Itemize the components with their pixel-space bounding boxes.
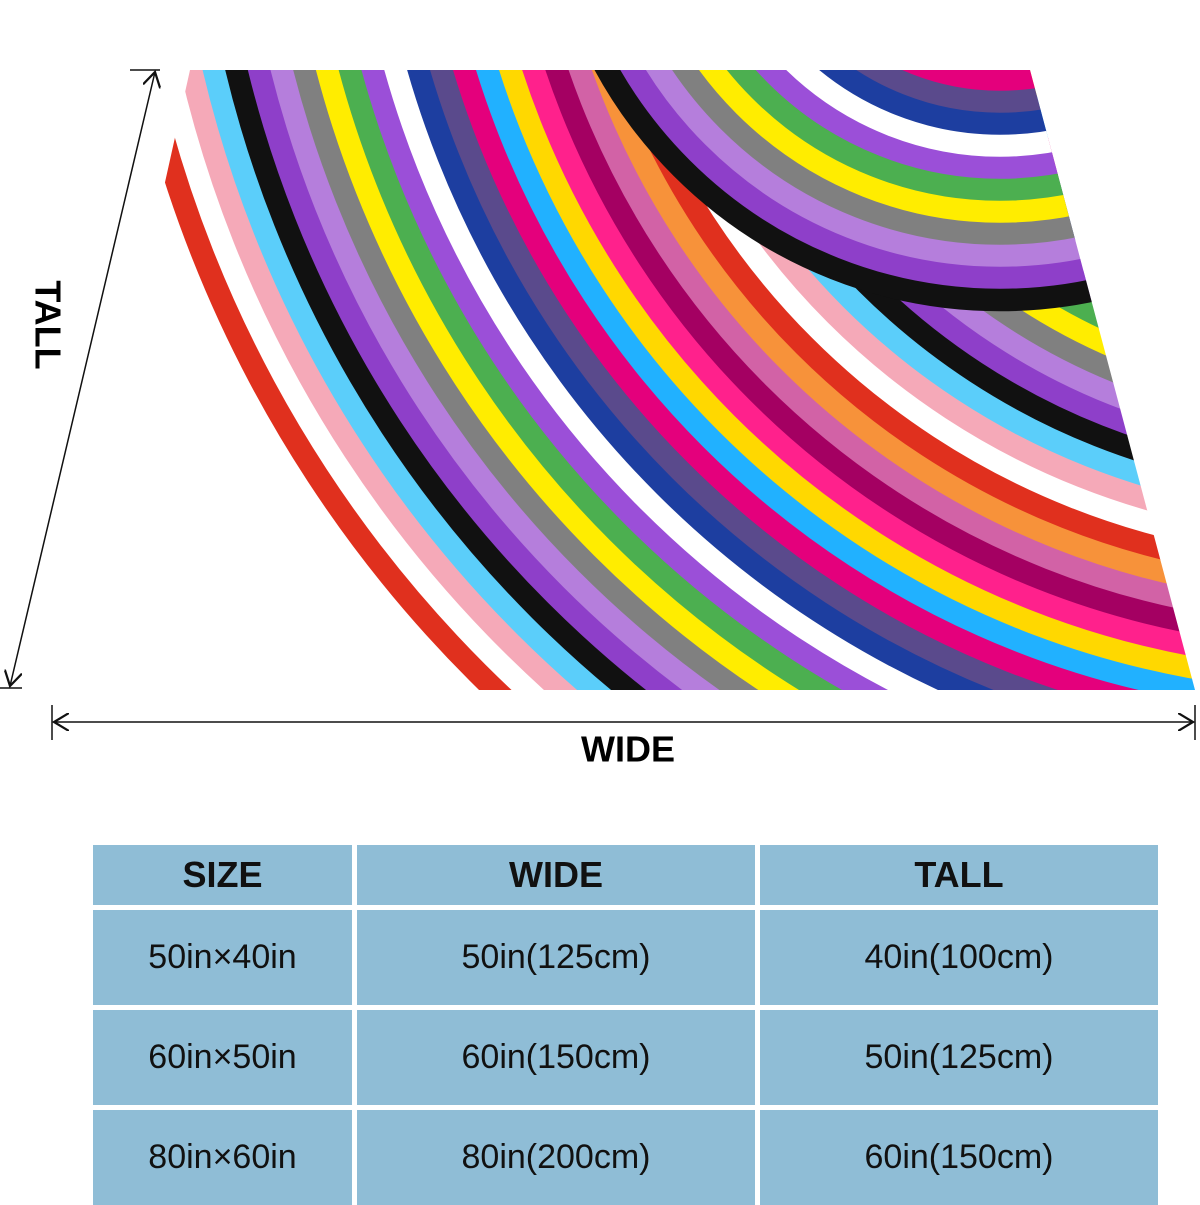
table-cell: 60in(150cm) <box>760 1110 1158 1205</box>
table-cell: 80in(200cm) <box>357 1110 755 1205</box>
header-cell: WIDE <box>357 845 755 905</box>
stripe <box>582 70 1195 268</box>
stripe <box>714 70 1195 136</box>
table-cell: 80in×60in <box>93 1110 352 1205</box>
tall-label: TALL <box>27 280 68 369</box>
stripe <box>648 70 1195 202</box>
stripe <box>604 70 1195 246</box>
stripe <box>560 70 1195 290</box>
stripe <box>814 0 1186 36</box>
header-cell: TALL <box>760 845 1158 905</box>
stripe <box>1128 0 1200 22</box>
stripe <box>1106 0 1200 44</box>
stripe <box>736 70 1195 114</box>
table-cell: 50in×40in <box>93 910 352 1005</box>
table-cell: 50in(125cm) <box>357 910 755 1005</box>
stripe <box>1050 70 1195 100</box>
stripe <box>836 0 1164 14</box>
stripe <box>670 70 1195 180</box>
stripe <box>538 70 1195 312</box>
wide-label: WIDE <box>581 729 675 770</box>
table-cell: 60in×50in <box>93 1010 352 1105</box>
blanket <box>52 0 1200 690</box>
stripe <box>758 70 1195 92</box>
stripe <box>626 70 1195 224</box>
header-cell: SIZE <box>93 845 352 905</box>
table-cell: 40in(100cm) <box>760 910 1158 1005</box>
table-cell: 50in(125cm) <box>760 1010 1158 1105</box>
stripe <box>792 0 1200 58</box>
tall-arrow <box>10 72 155 686</box>
stripe <box>692 70 1195 158</box>
stripe <box>1028 70 1195 122</box>
table-cell: 60in(150cm) <box>357 1010 755 1105</box>
blanket-illustration: TALL WIDE <box>0 0 1200 770</box>
stripe <box>1072 70 1195 78</box>
size-table: SIZE WIDE TALL 50in×40in 50in(125cm) 40in(100… <box>93 845 1158 1205</box>
stripe <box>1006 70 1195 144</box>
